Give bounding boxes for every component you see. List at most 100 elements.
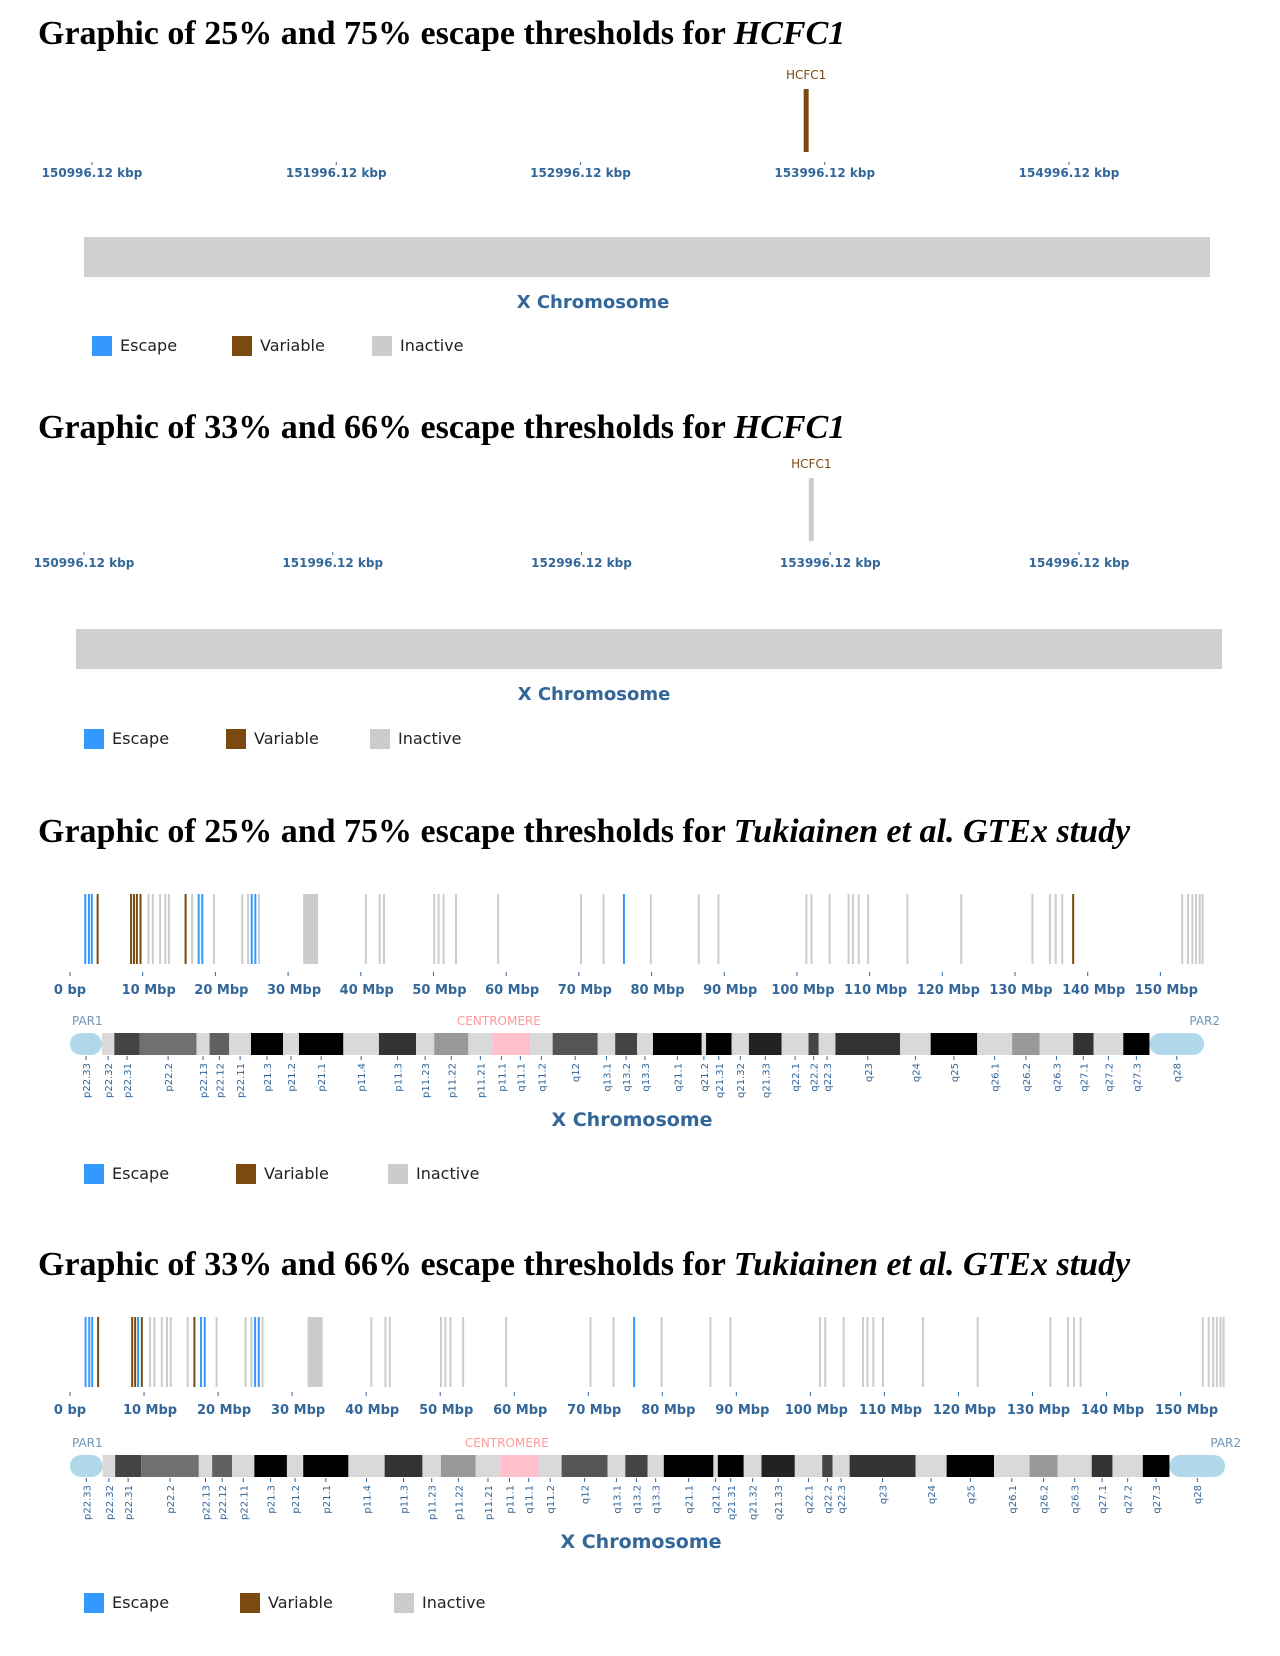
band-p11-23 bbox=[416, 1033, 435, 1055]
band-p22-13 bbox=[198, 1455, 213, 1477]
band-label: q25 bbox=[966, 1485, 977, 1504]
variable-swatch bbox=[226, 729, 246, 749]
marker-inactive bbox=[906, 894, 909, 964]
marker-inactive bbox=[261, 1317, 264, 1387]
centromere-label: CENTROMERE bbox=[465, 1436, 549, 1450]
band-p21-1 bbox=[303, 1455, 349, 1477]
marker-inactive bbox=[167, 894, 170, 964]
marker-variable bbox=[131, 1317, 134, 1387]
band-p11-23 bbox=[422, 1455, 441, 1477]
axis-tick-label: 130 Mbp bbox=[1007, 1403, 1070, 1418]
axis-tick-label: 10 Mbp bbox=[122, 983, 176, 998]
inactive-swatch bbox=[372, 336, 392, 356]
axis-tick-label: 20 Mbp bbox=[197, 1403, 251, 1418]
band-q26-2 bbox=[1012, 1033, 1040, 1055]
marker-inactive bbox=[497, 894, 500, 964]
band-q13-2 bbox=[625, 1455, 648, 1477]
axis-tick-label: 50 Mbp bbox=[419, 1403, 473, 1418]
band-label: q26.2 bbox=[1040, 1485, 1051, 1514]
band-q11-2 bbox=[538, 1455, 562, 1477]
panel-1-ideogram: 150996.12 kbp 151996.12 kbp 152996.12 kbp 1… bbox=[42, 68, 1210, 313]
marker-inactive bbox=[151, 894, 154, 964]
band-label: q22.3 bbox=[837, 1485, 848, 1514]
marker-inactive bbox=[976, 1317, 979, 1387]
marker-escape bbox=[254, 1317, 257, 1387]
marker-inactive bbox=[857, 894, 860, 964]
marker-inactive bbox=[1061, 894, 1064, 964]
band-q25 bbox=[930, 1033, 978, 1055]
chromosome-label: X Chromosome bbox=[518, 684, 671, 705]
axis-tick-label: 20 Mbp bbox=[194, 983, 248, 998]
band-label: q22.1 bbox=[791, 1063, 802, 1092]
axis-tick-label: 40 Mbp bbox=[340, 983, 394, 998]
marker-inactive bbox=[505, 1317, 508, 1387]
marker-inactive bbox=[442, 894, 445, 964]
marker-inactive bbox=[449, 1317, 452, 1387]
band-p22-32 bbox=[101, 1033, 115, 1055]
marker-inactive bbox=[388, 1317, 391, 1387]
band-label: p11.1 bbox=[505, 1485, 516, 1514]
axis-tick-label: 152996.12 kbp bbox=[530, 166, 631, 180]
marker-inactive bbox=[1198, 894, 1201, 964]
band-label: q21.33 bbox=[774, 1485, 785, 1520]
band-q26-1 bbox=[977, 1033, 1013, 1055]
marker-escape bbox=[633, 1317, 636, 1387]
marker-inactive bbox=[169, 1317, 172, 1387]
marker-inactive bbox=[1079, 1317, 1082, 1387]
band-label: p11.21 bbox=[484, 1485, 495, 1520]
marker-inactive bbox=[709, 1317, 712, 1387]
band-label: p22.12 bbox=[215, 1063, 226, 1098]
band-label: p21.1 bbox=[317, 1063, 328, 1092]
band-p11-4 bbox=[348, 1455, 385, 1477]
panel-3-title-text: Graphic of 25% and 75% escape thresholds… bbox=[38, 813, 734, 850]
marker-escape bbox=[201, 894, 204, 964]
marker-inactive bbox=[364, 894, 367, 964]
escape-swatch bbox=[92, 336, 112, 356]
band-q21-31 bbox=[717, 1455, 744, 1477]
marker-variable bbox=[132, 894, 135, 964]
panel-2-title-text: Graphic of 33% and 66% escape thresholds… bbox=[38, 409, 734, 446]
band-p11-21 bbox=[475, 1455, 501, 1477]
gene-label-hcfc1: HCFC1 bbox=[786, 68, 826, 82]
marker-escape bbox=[257, 1317, 260, 1387]
panel-4-ideogram: 0 bp 10 Mbp 20 Mbp 30 Mbp 40 Mbp 50 Mbp 60 Mbp… bbox=[54, 1317, 1241, 1553]
band-p22-13 bbox=[196, 1033, 210, 1055]
band-q26-3 bbox=[1039, 1033, 1074, 1055]
marker-inactive bbox=[847, 894, 850, 964]
marker-inactive bbox=[462, 1317, 465, 1387]
band-label: q22.3 bbox=[823, 1063, 834, 1092]
marker-inactive bbox=[1181, 894, 1184, 964]
band-label: q26.1 bbox=[991, 1063, 1002, 1092]
marker-escape bbox=[137, 1317, 140, 1387]
panel-2-ideogram: 150996.12 kbp 151996.12 kbp 152996.12 kbp 1… bbox=[34, 457, 1222, 705]
axis-tick-label: 40 Mbp bbox=[345, 1403, 399, 1418]
band-p22-33 bbox=[70, 1033, 102, 1055]
band-label: p22.13 bbox=[201, 1485, 212, 1520]
band-label: q21.31 bbox=[715, 1063, 726, 1098]
band-q21-33 bbox=[748, 1033, 782, 1055]
band-q22-1 bbox=[781, 1033, 809, 1055]
band-q26-2 bbox=[1029, 1455, 1058, 1477]
band-label: q26.2 bbox=[1022, 1063, 1033, 1092]
band-label: p22.11 bbox=[239, 1485, 250, 1520]
axis-tick-label: 152996.12 kbp bbox=[531, 556, 632, 570]
band-q27-1 bbox=[1073, 1033, 1094, 1055]
chromosome-bar bbox=[76, 629, 1222, 669]
band-p11-1 bbox=[492, 1033, 511, 1055]
band-label: q28 bbox=[1173, 1063, 1184, 1082]
marker-inactive bbox=[147, 894, 150, 964]
marker-inactive bbox=[612, 1317, 615, 1387]
band-p11-22 bbox=[434, 1033, 469, 1055]
escape-swatch bbox=[84, 1593, 104, 1613]
marker-inactive bbox=[378, 894, 381, 964]
marker-variable bbox=[97, 1317, 100, 1387]
marker-inactive bbox=[866, 1317, 869, 1387]
marker-inactive bbox=[921, 1317, 924, 1387]
axis-tick-label: 90 Mbp bbox=[715, 1403, 769, 1418]
band-label: q21.32 bbox=[736, 1063, 747, 1098]
band-q12 bbox=[552, 1033, 598, 1055]
marker-variable bbox=[134, 1317, 137, 1387]
marker-inactive bbox=[602, 894, 605, 964]
band-p21-2 bbox=[286, 1455, 304, 1477]
marker-inactive bbox=[842, 1317, 845, 1387]
